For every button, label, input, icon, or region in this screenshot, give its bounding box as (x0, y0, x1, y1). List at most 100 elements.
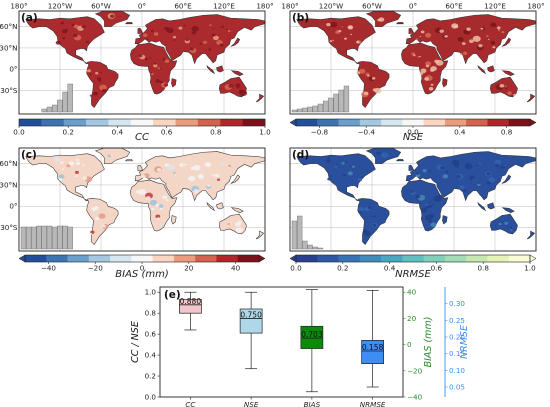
texture-spot (227, 29, 231, 33)
texture-spot (211, 33, 216, 37)
texture-spot (149, 57, 152, 59)
map-panel-c: (c)60°N 30°N 0° 30°S (0, 147, 266, 252)
histogram-bar (343, 85, 350, 113)
colorbar-swatch (25, 255, 47, 262)
texture-spot (495, 163, 500, 168)
histogram-bar (41, 108, 47, 113)
longitude-tick-label: 60°W (362, 2, 382, 11)
texture-spot (159, 207, 163, 210)
texture-spot (81, 25, 86, 29)
texture-spot (344, 37, 347, 40)
texture-spot (347, 171, 353, 176)
texture-spot (172, 35, 177, 39)
longitude-tick-label: 180° (10, 2, 27, 11)
histogram-bar (31, 226, 37, 250)
texture-spot (95, 216, 100, 221)
texture-spot (459, 53, 463, 56)
colorbar-swatch (63, 119, 87, 126)
texture-spot (425, 61, 432, 66)
texture-spot (330, 21, 338, 28)
texture-spot (86, 69, 91, 73)
texture-spot (445, 170, 449, 174)
median-value-label: 0.158 (362, 343, 384, 352)
texture-spot (428, 205, 433, 208)
left-axis-tick-label: 0.0 (145, 393, 157, 402)
colorbar-tick-label: 0.6 (431, 264, 443, 273)
texture-spot (363, 91, 369, 96)
histogram-bar (297, 215, 303, 250)
histogram-bar (307, 244, 313, 250)
category-label: NRMSE (360, 400, 386, 407)
texture-spot (510, 226, 513, 229)
texture-spot (158, 204, 164, 208)
colorbar-swatch (444, 119, 467, 126)
texture-spot (227, 222, 231, 225)
texture-spot (93, 206, 99, 211)
texture-spot (470, 175, 475, 179)
texture-spot (488, 177, 496, 183)
texture-spot (156, 217, 160, 220)
texture-spot (415, 38, 419, 41)
boxplot-cc: 0.880 CC (179, 291, 202, 407)
texture-spot (60, 161, 64, 164)
colorbar-swatch (86, 119, 109, 126)
texture-spot (138, 54, 143, 58)
histogram-bar (67, 83, 73, 113)
texture-spot (499, 83, 505, 88)
texture-spot (92, 209, 96, 212)
colorbar-arrow-left (289, 118, 297, 127)
texture-spot (64, 28, 69, 32)
histogram-bar (46, 106, 53, 113)
texture-spot (461, 42, 466, 46)
texture-spot (505, 87, 508, 90)
longitude-tick-label: 0° (138, 2, 146, 11)
texture-spot (454, 164, 460, 168)
texture-spot (358, 68, 366, 74)
texture-spot (424, 203, 429, 207)
texture-spot (87, 42, 90, 44)
colorbar-swatch (338, 119, 361, 126)
texture-spot (135, 190, 141, 194)
colorbar-swatch (317, 119, 339, 126)
colorbar-swatch (220, 119, 243, 126)
texture-spot (490, 22, 497, 28)
box-iqr (179, 299, 202, 314)
category-label: CC (185, 400, 195, 407)
texture-spot (430, 222, 437, 228)
texture-spot (410, 190, 414, 193)
colorbar-swatch (381, 119, 403, 126)
texture-spot (172, 171, 176, 174)
histogram-bar (57, 225, 63, 250)
nrmse-axis-tick-label: 0.20 (449, 333, 465, 342)
bias-axis-tick-label: −20 (407, 366, 423, 375)
histogram-bar (317, 103, 324, 113)
colorbar-cc: 0.0 0.2 0.4 0.6 0.8 1.0 CC (13, 118, 271, 143)
histogram-bar (312, 105, 318, 113)
texture-spot (238, 89, 244, 94)
colorbar-swatch (67, 255, 90, 262)
colorbar-swatch (131, 255, 153, 262)
texture-spot (61, 168, 65, 171)
texture-spot (456, 175, 461, 179)
colorbar-swatch (487, 255, 510, 262)
bias-axis-tick-label: −40 (407, 393, 423, 402)
map-frame (289, 10, 537, 115)
texture-spot (425, 32, 432, 38)
colorbar-tick-label: 0.0 (13, 128, 25, 137)
boxplot-nrmse: 0.158 NRMSE (360, 289, 386, 407)
texture-spot (212, 35, 219, 41)
texture-spot (185, 38, 189, 42)
colorbar-tick-label: 1.0 (259, 128, 271, 137)
histogram-inset (291, 215, 324, 250)
texture-spot (358, 211, 362, 214)
histogram-bar (307, 106, 313, 113)
map-frame (18, 147, 266, 252)
texture-spot (429, 201, 432, 203)
texture-spot (219, 43, 224, 47)
texture-spot (145, 196, 151, 200)
nrmse-axis-tick-label: 0.05 (449, 383, 465, 392)
latitude-tick-label: 0° (9, 65, 17, 74)
texture-spot (237, 220, 242, 224)
texture-spot (163, 221, 166, 223)
histogram-bar (291, 109, 298, 113)
